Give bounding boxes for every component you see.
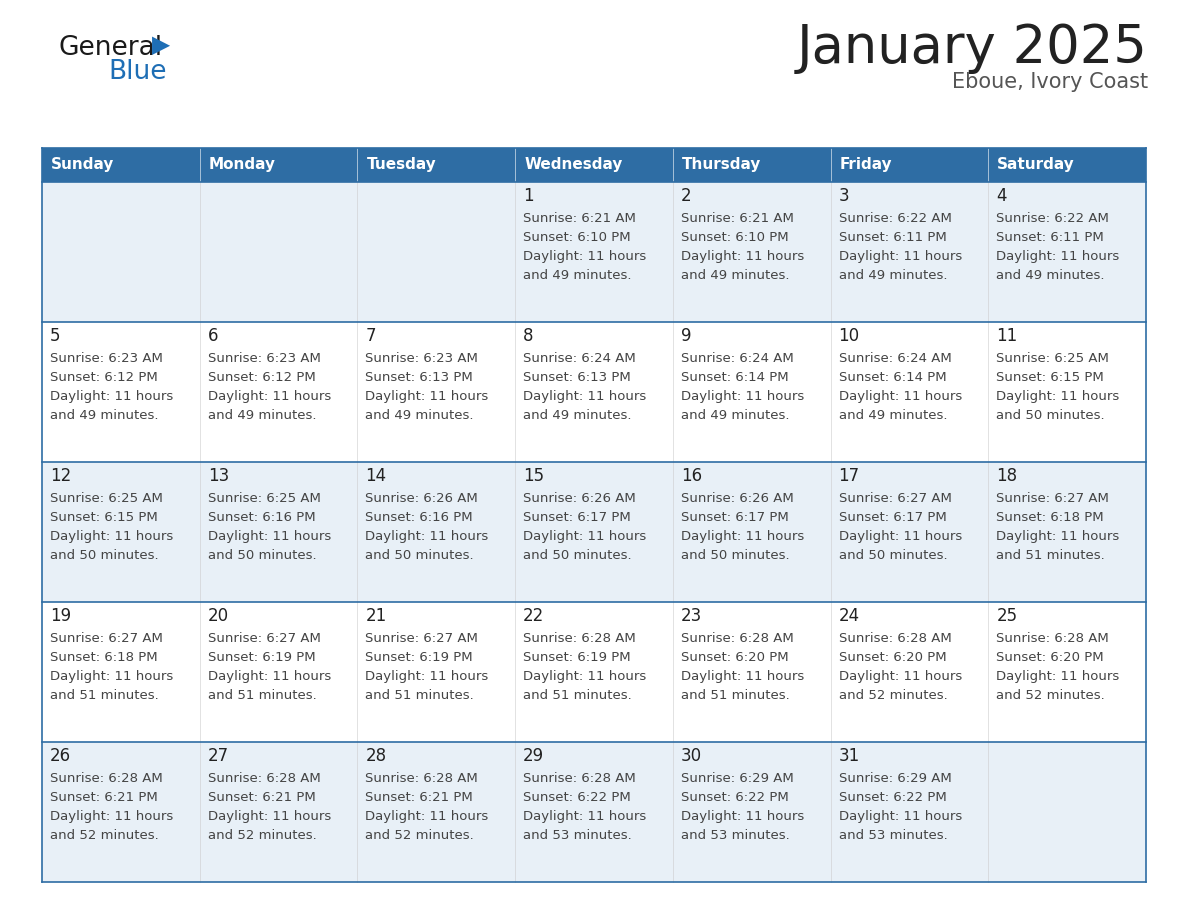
Text: Sunrise: 6:26 AM
Sunset: 6:17 PM
Daylight: 11 hours
and 50 minutes.: Sunrise: 6:26 AM Sunset: 6:17 PM Dayligh… bbox=[523, 492, 646, 562]
Text: Eboue, Ivory Coast: Eboue, Ivory Coast bbox=[952, 72, 1148, 92]
Text: 4: 4 bbox=[997, 187, 1006, 205]
Text: Sunrise: 6:23 AM
Sunset: 6:13 PM
Daylight: 11 hours
and 49 minutes.: Sunrise: 6:23 AM Sunset: 6:13 PM Dayligh… bbox=[366, 352, 488, 422]
Text: 26: 26 bbox=[50, 747, 71, 765]
Text: Sunrise: 6:28 AM
Sunset: 6:21 PM
Daylight: 11 hours
and 52 minutes.: Sunrise: 6:28 AM Sunset: 6:21 PM Dayligh… bbox=[208, 772, 331, 842]
Text: Sunrise: 6:23 AM
Sunset: 6:12 PM
Daylight: 11 hours
and 49 minutes.: Sunrise: 6:23 AM Sunset: 6:12 PM Dayligh… bbox=[208, 352, 331, 422]
Text: Tuesday: Tuesday bbox=[366, 158, 436, 173]
Text: Sunrise: 6:29 AM
Sunset: 6:22 PM
Daylight: 11 hours
and 53 minutes.: Sunrise: 6:29 AM Sunset: 6:22 PM Dayligh… bbox=[839, 772, 962, 842]
Text: 9: 9 bbox=[681, 327, 691, 345]
Text: Sunrise: 6:26 AM
Sunset: 6:17 PM
Daylight: 11 hours
and 50 minutes.: Sunrise: 6:26 AM Sunset: 6:17 PM Dayligh… bbox=[681, 492, 804, 562]
Text: Sunrise: 6:22 AM
Sunset: 6:11 PM
Daylight: 11 hours
and 49 minutes.: Sunrise: 6:22 AM Sunset: 6:11 PM Dayligh… bbox=[997, 212, 1119, 282]
Bar bbox=[516, 148, 672, 182]
Text: Sunrise: 6:26 AM
Sunset: 6:16 PM
Daylight: 11 hours
and 50 minutes.: Sunrise: 6:26 AM Sunset: 6:16 PM Dayligh… bbox=[366, 492, 488, 562]
Text: 31: 31 bbox=[839, 747, 860, 765]
Text: General: General bbox=[58, 35, 162, 61]
Text: Sunday: Sunday bbox=[51, 158, 114, 173]
Text: 2: 2 bbox=[681, 187, 691, 205]
Bar bbox=[988, 148, 1146, 182]
Text: 13: 13 bbox=[208, 467, 229, 485]
Text: Friday: Friday bbox=[840, 158, 892, 173]
Text: Sunrise: 6:28 AM
Sunset: 6:20 PM
Daylight: 11 hours
and 52 minutes.: Sunrise: 6:28 AM Sunset: 6:20 PM Dayligh… bbox=[997, 632, 1119, 702]
Text: 3: 3 bbox=[839, 187, 849, 205]
Text: Sunrise: 6:28 AM
Sunset: 6:21 PM
Daylight: 11 hours
and 52 minutes.: Sunrise: 6:28 AM Sunset: 6:21 PM Dayligh… bbox=[366, 772, 488, 842]
Text: 20: 20 bbox=[208, 607, 229, 625]
Text: January 2025: January 2025 bbox=[797, 22, 1148, 74]
Text: Sunrise: 6:28 AM
Sunset: 6:20 PM
Daylight: 11 hours
and 51 minutes.: Sunrise: 6:28 AM Sunset: 6:20 PM Dayligh… bbox=[681, 632, 804, 702]
Text: Sunrise: 6:27 AM
Sunset: 6:18 PM
Daylight: 11 hours
and 51 minutes.: Sunrise: 6:27 AM Sunset: 6:18 PM Dayligh… bbox=[50, 632, 173, 702]
Text: 8: 8 bbox=[523, 327, 533, 345]
Bar bbox=[42, 742, 1146, 882]
Text: Sunrise: 6:27 AM
Sunset: 6:19 PM
Daylight: 11 hours
and 51 minutes.: Sunrise: 6:27 AM Sunset: 6:19 PM Dayligh… bbox=[366, 632, 488, 702]
Text: Sunrise: 6:23 AM
Sunset: 6:12 PM
Daylight: 11 hours
and 49 minutes.: Sunrise: 6:23 AM Sunset: 6:12 PM Dayligh… bbox=[50, 352, 173, 422]
Text: Sunrise: 6:25 AM
Sunset: 6:15 PM
Daylight: 11 hours
and 50 minutes.: Sunrise: 6:25 AM Sunset: 6:15 PM Dayligh… bbox=[50, 492, 173, 562]
Text: Sunrise: 6:27 AM
Sunset: 6:17 PM
Daylight: 11 hours
and 50 minutes.: Sunrise: 6:27 AM Sunset: 6:17 PM Dayligh… bbox=[839, 492, 962, 562]
Text: Monday: Monday bbox=[209, 158, 276, 173]
Text: Sunrise: 6:24 AM
Sunset: 6:14 PM
Daylight: 11 hours
and 49 minutes.: Sunrise: 6:24 AM Sunset: 6:14 PM Dayligh… bbox=[681, 352, 804, 422]
Text: 10: 10 bbox=[839, 327, 860, 345]
Text: Sunrise: 6:28 AM
Sunset: 6:21 PM
Daylight: 11 hours
and 52 minutes.: Sunrise: 6:28 AM Sunset: 6:21 PM Dayligh… bbox=[50, 772, 173, 842]
Bar bbox=[200, 148, 358, 182]
Text: 27: 27 bbox=[208, 747, 229, 765]
Text: 23: 23 bbox=[681, 607, 702, 625]
Bar bbox=[672, 148, 830, 182]
Text: Wednesday: Wednesday bbox=[524, 158, 623, 173]
Text: Saturday: Saturday bbox=[997, 158, 1075, 173]
Text: Sunrise: 6:27 AM
Sunset: 6:18 PM
Daylight: 11 hours
and 51 minutes.: Sunrise: 6:27 AM Sunset: 6:18 PM Dayligh… bbox=[997, 492, 1119, 562]
Text: 14: 14 bbox=[366, 467, 386, 485]
Text: Sunrise: 6:21 AM
Sunset: 6:10 PM
Daylight: 11 hours
and 49 minutes.: Sunrise: 6:21 AM Sunset: 6:10 PM Dayligh… bbox=[523, 212, 646, 282]
Text: 22: 22 bbox=[523, 607, 544, 625]
Bar bbox=[42, 182, 1146, 322]
Text: 28: 28 bbox=[366, 747, 386, 765]
Bar bbox=[358, 148, 516, 182]
Bar bbox=[42, 462, 1146, 602]
Text: 6: 6 bbox=[208, 327, 219, 345]
Text: Sunrise: 6:28 AM
Sunset: 6:20 PM
Daylight: 11 hours
and 52 minutes.: Sunrise: 6:28 AM Sunset: 6:20 PM Dayligh… bbox=[839, 632, 962, 702]
Text: Sunrise: 6:24 AM
Sunset: 6:13 PM
Daylight: 11 hours
and 49 minutes.: Sunrise: 6:24 AM Sunset: 6:13 PM Dayligh… bbox=[523, 352, 646, 422]
Text: 12: 12 bbox=[50, 467, 71, 485]
Bar bbox=[42, 148, 200, 182]
Text: Sunrise: 6:28 AM
Sunset: 6:19 PM
Daylight: 11 hours
and 51 minutes.: Sunrise: 6:28 AM Sunset: 6:19 PM Dayligh… bbox=[523, 632, 646, 702]
Text: 21: 21 bbox=[366, 607, 386, 625]
Text: 25: 25 bbox=[997, 607, 1017, 625]
Text: 19: 19 bbox=[50, 607, 71, 625]
Text: 29: 29 bbox=[523, 747, 544, 765]
Bar bbox=[42, 322, 1146, 462]
Text: Sunrise: 6:24 AM
Sunset: 6:14 PM
Daylight: 11 hours
and 49 minutes.: Sunrise: 6:24 AM Sunset: 6:14 PM Dayligh… bbox=[839, 352, 962, 422]
Text: 5: 5 bbox=[50, 327, 61, 345]
Text: Sunrise: 6:21 AM
Sunset: 6:10 PM
Daylight: 11 hours
and 49 minutes.: Sunrise: 6:21 AM Sunset: 6:10 PM Dayligh… bbox=[681, 212, 804, 282]
Text: ▶: ▶ bbox=[152, 33, 170, 57]
Text: 24: 24 bbox=[839, 607, 860, 625]
Bar bbox=[42, 602, 1146, 742]
Text: Thursday: Thursday bbox=[682, 158, 762, 173]
Text: Sunrise: 6:25 AM
Sunset: 6:15 PM
Daylight: 11 hours
and 50 minutes.: Sunrise: 6:25 AM Sunset: 6:15 PM Dayligh… bbox=[997, 352, 1119, 422]
Text: 30: 30 bbox=[681, 747, 702, 765]
Text: 11: 11 bbox=[997, 327, 1018, 345]
Text: 15: 15 bbox=[523, 467, 544, 485]
Text: Sunrise: 6:29 AM
Sunset: 6:22 PM
Daylight: 11 hours
and 53 minutes.: Sunrise: 6:29 AM Sunset: 6:22 PM Dayligh… bbox=[681, 772, 804, 842]
Text: 18: 18 bbox=[997, 467, 1017, 485]
Text: Blue: Blue bbox=[108, 59, 166, 85]
Text: 16: 16 bbox=[681, 467, 702, 485]
Text: 7: 7 bbox=[366, 327, 375, 345]
Text: Sunrise: 6:27 AM
Sunset: 6:19 PM
Daylight: 11 hours
and 51 minutes.: Sunrise: 6:27 AM Sunset: 6:19 PM Dayligh… bbox=[208, 632, 331, 702]
Text: Sunrise: 6:22 AM
Sunset: 6:11 PM
Daylight: 11 hours
and 49 minutes.: Sunrise: 6:22 AM Sunset: 6:11 PM Dayligh… bbox=[839, 212, 962, 282]
Text: 17: 17 bbox=[839, 467, 860, 485]
Bar bbox=[830, 148, 988, 182]
Text: Sunrise: 6:25 AM
Sunset: 6:16 PM
Daylight: 11 hours
and 50 minutes.: Sunrise: 6:25 AM Sunset: 6:16 PM Dayligh… bbox=[208, 492, 331, 562]
Text: 1: 1 bbox=[523, 187, 533, 205]
Text: Sunrise: 6:28 AM
Sunset: 6:22 PM
Daylight: 11 hours
and 53 minutes.: Sunrise: 6:28 AM Sunset: 6:22 PM Dayligh… bbox=[523, 772, 646, 842]
